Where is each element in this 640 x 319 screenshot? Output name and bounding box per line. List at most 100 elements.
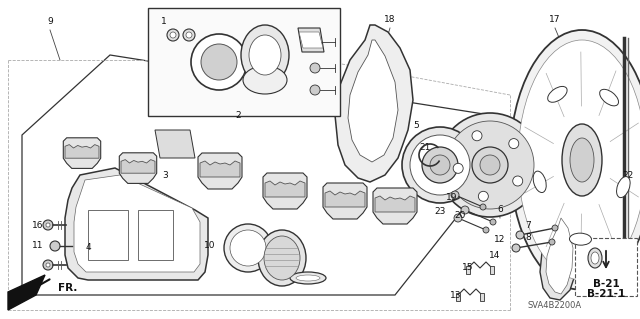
Ellipse shape <box>513 176 523 186</box>
Polygon shape <box>323 183 367 219</box>
Ellipse shape <box>410 135 470 195</box>
Ellipse shape <box>549 239 555 245</box>
Ellipse shape <box>512 244 520 252</box>
Ellipse shape <box>483 227 489 233</box>
Polygon shape <box>265 181 305 197</box>
Ellipse shape <box>310 63 320 73</box>
FancyBboxPatch shape <box>575 238 637 296</box>
Ellipse shape <box>453 163 463 173</box>
Ellipse shape <box>43 220 53 230</box>
Ellipse shape <box>50 241 60 251</box>
Bar <box>480 293 484 301</box>
Bar <box>466 266 470 274</box>
Ellipse shape <box>472 131 482 141</box>
Text: 3: 3 <box>162 170 168 180</box>
Ellipse shape <box>422 147 458 183</box>
Ellipse shape <box>167 29 179 41</box>
Ellipse shape <box>591 252 599 264</box>
Polygon shape <box>155 130 195 158</box>
Ellipse shape <box>510 30 640 290</box>
Ellipse shape <box>438 113 542 217</box>
Text: 18: 18 <box>384 16 396 25</box>
Text: 5: 5 <box>413 121 419 130</box>
Polygon shape <box>263 173 307 209</box>
Ellipse shape <box>46 263 50 267</box>
Text: 16: 16 <box>32 220 44 229</box>
Polygon shape <box>348 40 398 162</box>
Polygon shape <box>299 32 323 48</box>
Text: 11: 11 <box>32 241 44 250</box>
Ellipse shape <box>516 231 524 239</box>
Ellipse shape <box>170 32 176 38</box>
Bar <box>138 210 173 260</box>
Bar <box>88 210 128 260</box>
Polygon shape <box>65 168 208 280</box>
Text: 12: 12 <box>494 235 506 244</box>
Ellipse shape <box>461 206 469 214</box>
Ellipse shape <box>310 85 320 95</box>
Text: B-21: B-21 <box>593 279 620 289</box>
Ellipse shape <box>616 176 630 198</box>
Ellipse shape <box>446 121 534 209</box>
Text: 10: 10 <box>204 241 216 249</box>
Ellipse shape <box>264 236 300 280</box>
Ellipse shape <box>533 171 546 193</box>
Text: 1: 1 <box>161 18 167 26</box>
Text: 6: 6 <box>497 205 503 214</box>
Text: 23: 23 <box>435 207 445 217</box>
Ellipse shape <box>451 191 459 199</box>
Ellipse shape <box>570 233 591 245</box>
Bar <box>148 8 340 116</box>
Ellipse shape <box>201 44 237 80</box>
Text: 14: 14 <box>490 250 500 259</box>
Polygon shape <box>121 160 155 173</box>
Ellipse shape <box>472 147 508 183</box>
Ellipse shape <box>183 29 195 41</box>
Ellipse shape <box>480 155 500 175</box>
Text: 17: 17 <box>549 16 561 25</box>
Ellipse shape <box>600 89 618 106</box>
Ellipse shape <box>570 138 594 182</box>
Ellipse shape <box>296 275 320 281</box>
Ellipse shape <box>43 260 53 270</box>
Ellipse shape <box>490 219 496 225</box>
Polygon shape <box>325 191 365 207</box>
Polygon shape <box>198 153 242 189</box>
Text: FR.: FR. <box>58 283 77 293</box>
Ellipse shape <box>241 25 289 85</box>
Text: 20: 20 <box>454 211 466 219</box>
Ellipse shape <box>562 124 602 196</box>
Text: 22: 22 <box>622 170 634 180</box>
Text: 9: 9 <box>47 18 53 26</box>
Bar <box>490 266 494 274</box>
Ellipse shape <box>518 40 640 280</box>
Text: 21: 21 <box>419 144 431 152</box>
Polygon shape <box>74 175 200 272</box>
Ellipse shape <box>258 230 306 286</box>
Polygon shape <box>375 196 415 212</box>
Polygon shape <box>65 145 99 158</box>
Polygon shape <box>373 188 417 224</box>
Text: B-21-1: B-21-1 <box>587 289 625 299</box>
Ellipse shape <box>430 155 450 175</box>
Ellipse shape <box>46 223 50 227</box>
Ellipse shape <box>290 272 326 284</box>
Ellipse shape <box>230 230 266 266</box>
Ellipse shape <box>454 214 462 222</box>
Text: 4: 4 <box>85 243 91 253</box>
Ellipse shape <box>509 138 519 149</box>
Ellipse shape <box>588 248 602 268</box>
Text: 13: 13 <box>451 291 461 300</box>
Ellipse shape <box>186 32 192 38</box>
Polygon shape <box>119 153 157 183</box>
Polygon shape <box>63 138 100 168</box>
Ellipse shape <box>402 127 478 203</box>
Polygon shape <box>298 28 324 52</box>
Ellipse shape <box>191 34 247 90</box>
Bar <box>456 293 460 301</box>
Text: 7: 7 <box>525 220 531 229</box>
Text: 15: 15 <box>462 263 474 272</box>
Ellipse shape <box>243 66 287 94</box>
Polygon shape <box>335 25 413 182</box>
Text: 19: 19 <box>446 194 458 203</box>
